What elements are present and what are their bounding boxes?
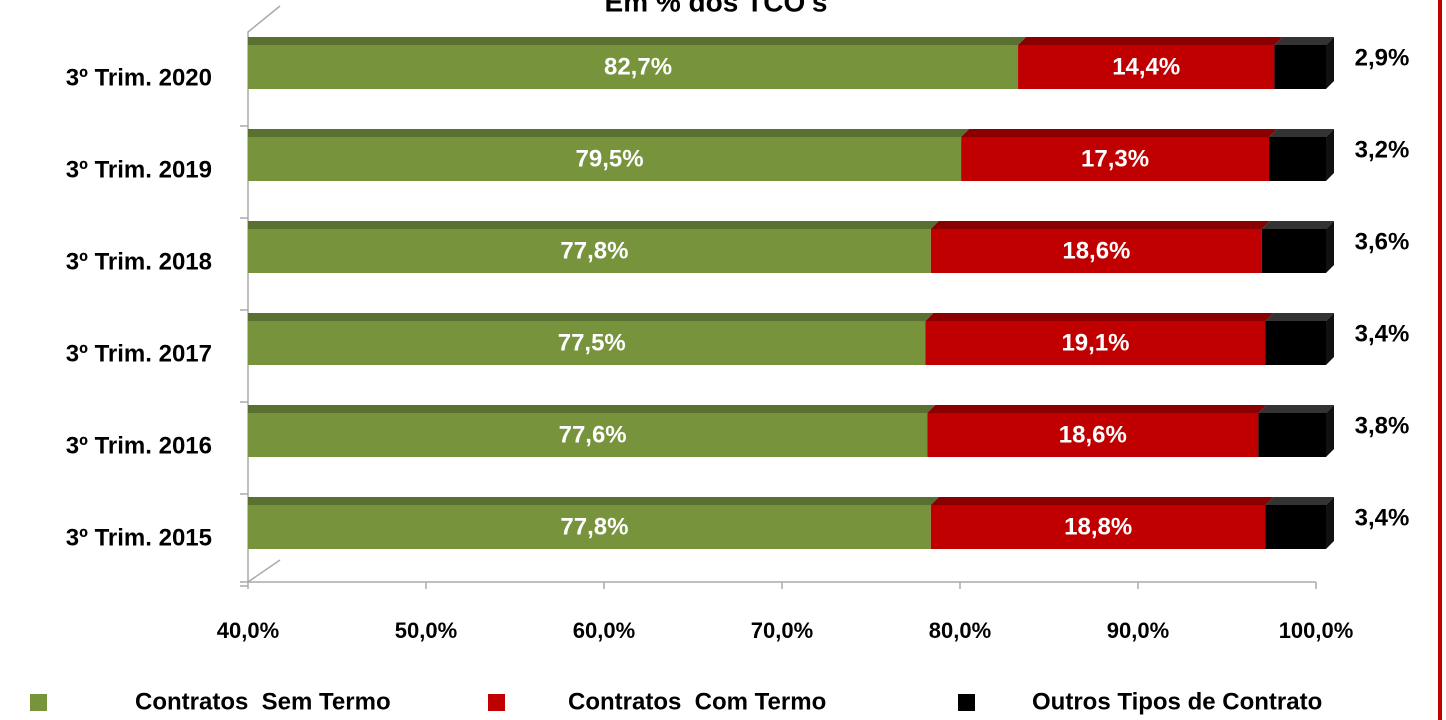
bar	[248, 505, 931, 549]
value-label: 18,8%	[1064, 513, 1132, 540]
bar-side	[1326, 129, 1334, 181]
value-label: 17,3%	[1081, 145, 1149, 172]
legend-label: Contratos Com Termo	[568, 688, 826, 715]
chart-title: Em % dos TCO's	[605, 0, 828, 17]
value-label: 77,6%	[559, 421, 627, 448]
value-label: 77,8%	[560, 513, 628, 540]
value-label: 18,6%	[1059, 421, 1127, 448]
bar-top	[1261, 221, 1334, 229]
y-tick-label: 3º Trim. 2015	[66, 524, 212, 551]
bar-top	[248, 221, 939, 229]
bar-top	[925, 313, 1274, 321]
bar	[925, 321, 1266, 365]
bar-top	[930, 497, 1274, 505]
value-label: 2,9%	[1355, 44, 1410, 71]
bar-top	[1274, 37, 1334, 45]
bar-side	[1326, 313, 1334, 365]
bar-side	[1326, 221, 1334, 273]
value-label: 82,7%	[604, 53, 672, 80]
legend-swatch	[30, 694, 47, 711]
x-tick-label: 90,0%	[1107, 618, 1169, 643]
value-label: 3,2%	[1355, 136, 1410, 163]
value-label: 18,6%	[1062, 237, 1130, 264]
legend-swatch	[958, 694, 975, 711]
value-label: 3,4%	[1355, 504, 1410, 531]
legend-label: Outros Tipos de Contrato	[1032, 688, 1322, 715]
x-tick-label: 70,0%	[751, 618, 813, 643]
bar-top	[1258, 405, 1334, 413]
bar-side	[1326, 405, 1334, 457]
x-tick-label: 100,0%	[1279, 618, 1354, 643]
bar	[930, 229, 1262, 273]
value-label: 3,4%	[1355, 320, 1410, 347]
x-tick-label: 50,0%	[395, 618, 457, 643]
plot-area	[248, 37, 1334, 549]
bar	[1274, 45, 1326, 89]
bar-top	[1265, 497, 1334, 505]
bar-top	[930, 221, 1270, 229]
x-tick-label: 40,0%	[217, 618, 279, 643]
bar-top	[248, 497, 939, 505]
bar-top	[248, 313, 934, 321]
y-tick-label: 3º Trim. 2018	[66, 248, 212, 275]
x-tick-label: 60,0%	[573, 618, 635, 643]
x-tick-label: 80,0%	[929, 618, 991, 643]
y-axis-wall	[247, 5, 281, 582]
bar-top	[248, 129, 970, 137]
bar	[248, 321, 926, 365]
bar	[1265, 505, 1326, 549]
bar-top	[1269, 129, 1334, 137]
value-label: 3,8%	[1355, 412, 1410, 439]
bar-top	[1265, 313, 1334, 321]
bar	[248, 137, 962, 181]
bar-top	[248, 405, 936, 413]
value-label: 77,8%	[560, 237, 628, 264]
bar-top	[1018, 37, 1283, 45]
bar	[248, 45, 1019, 89]
bar-top	[927, 405, 1267, 413]
bar	[1261, 229, 1326, 273]
floor-edge	[247, 559, 281, 583]
bar	[248, 413, 928, 457]
bar	[961, 137, 1270, 181]
y-tick-label: 3º Trim. 2016	[66, 432, 212, 459]
y-tick-label: 3º Trim. 2017	[66, 340, 212, 367]
legend-swatch	[488, 694, 505, 711]
bar-top	[248, 37, 1027, 45]
bar	[927, 413, 1259, 457]
y-tick-label: 3º Trim. 2020	[66, 64, 212, 91]
bar	[930, 505, 1266, 549]
value-label: 79,5%	[576, 145, 644, 172]
legend-label: Contratos Sem Termo	[135, 688, 391, 715]
value-label: 3,6%	[1355, 228, 1410, 255]
bar-top	[961, 129, 1278, 137]
value-label: 19,1%	[1061, 329, 1129, 356]
bar	[1018, 45, 1275, 89]
value-label: 77,5%	[558, 329, 626, 356]
bar-side	[1326, 497, 1334, 549]
bar	[1269, 137, 1326, 181]
y-tick-label: 3º Trim. 2019	[66, 156, 212, 183]
bar	[1258, 413, 1326, 457]
value-label: 14,4%	[1112, 53, 1180, 80]
bar	[1265, 321, 1326, 365]
bar-side	[1326, 37, 1334, 89]
bar	[248, 229, 931, 273]
